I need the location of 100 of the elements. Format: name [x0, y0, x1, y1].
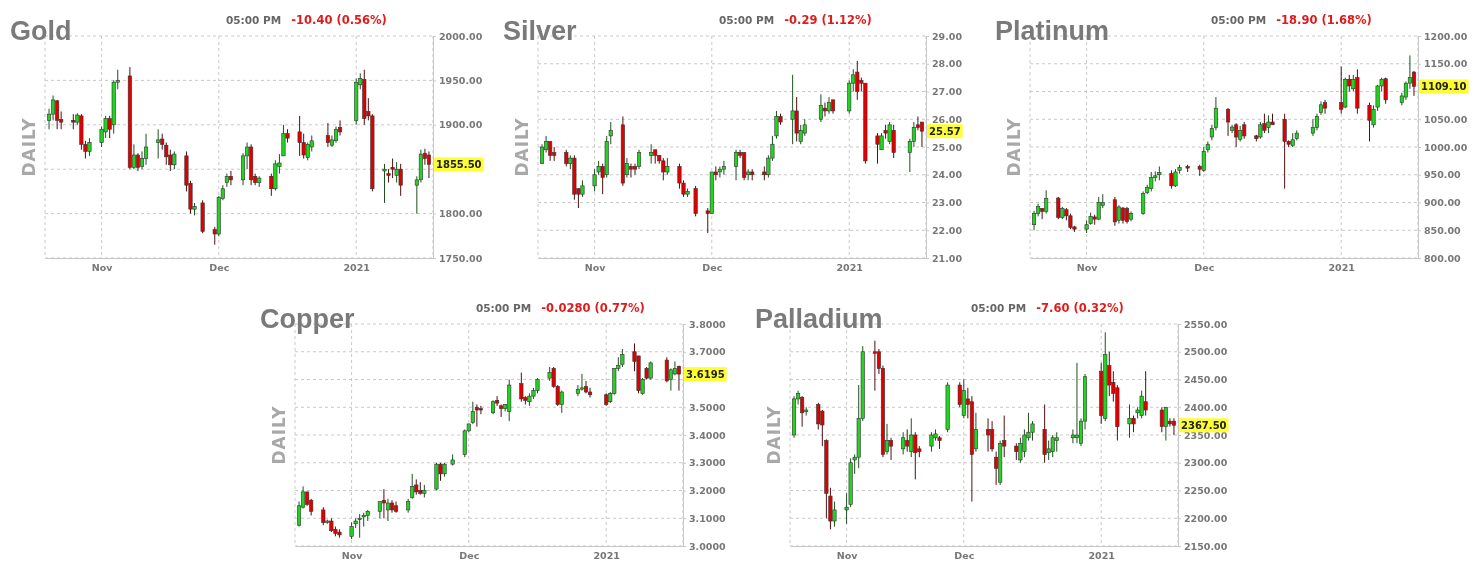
- y-tick-label: 1000.00: [1424, 141, 1468, 153]
- candlestick: [385, 498, 390, 522]
- candlestick: [1163, 406, 1168, 442]
- price-tag: 3.6195: [684, 367, 727, 382]
- candlestick: [1070, 428, 1075, 444]
- y-tick-label: 2300.00: [1184, 457, 1228, 469]
- candlestick: [1143, 370, 1148, 417]
- candlestick: [588, 387, 593, 399]
- candlestick: [637, 149, 642, 170]
- candlestick: [734, 149, 739, 181]
- y-tick-label: 24.00: [932, 169, 963, 181]
- candlestick: [909, 417, 914, 458]
- y-tick-label: 28.00: [932, 58, 963, 70]
- price-tag: 25.57: [927, 124, 963, 139]
- y-tick-label: 1150.00: [1424, 58, 1468, 70]
- y-tick-label: 2400.00: [1184, 401, 1228, 413]
- text: 05:00 PM: [719, 14, 775, 26]
- candlestick: [986, 417, 991, 453]
- chart-title: Silver: [503, 16, 578, 46]
- y-tick-label: 27.00: [932, 86, 963, 98]
- y-axis-title: DAILY: [512, 117, 532, 177]
- y-tick-label: 1200.00: [1424, 30, 1468, 42]
- candlestick: [816, 402, 821, 430]
- candlestick: [1171, 417, 1176, 436]
- candlestick: [325, 122, 330, 148]
- candlestick: [579, 373, 584, 392]
- candlestick: [891, 124, 896, 159]
- y-tick-label: 2250.00: [1184, 485, 1228, 497]
- x-tick-label: Dec: [954, 549, 975, 561]
- candlestick: [990, 420, 995, 453]
- x-tick-label: Nov: [1076, 261, 1099, 273]
- y-tick-label: 850.00: [1424, 224, 1462, 236]
- candlestick: [628, 163, 633, 179]
- candlestick: [1282, 113, 1287, 190]
- y-tick-label: 21.00: [932, 252, 963, 264]
- y-axis-title: DAILY: [269, 405, 289, 465]
- y-tick-label: 1050.00: [1424, 113, 1468, 125]
- x-tick-label: 2021: [1328, 261, 1355, 273]
- candlestick: [818, 93, 823, 123]
- candlestick: [224, 173, 229, 188]
- y-tick-label: 25.00: [932, 141, 963, 153]
- candlestick: [822, 102, 827, 117]
- text: 05:00 PM: [971, 302, 1027, 314]
- y-tick-label: 1750.00: [439, 252, 483, 264]
- y-tick-label: 900.00: [1424, 197, 1462, 209]
- candlestick: [790, 74, 795, 145]
- candlestick: [620, 348, 625, 368]
- y-axis-title: DAILY: [1004, 117, 1024, 177]
- candlestick: [1044, 189, 1049, 215]
- y-tick-label: 1950.00: [439, 74, 483, 86]
- y-tick-label: 3.5000: [689, 401, 727, 413]
- y-axis-title: DAILY: [764, 405, 784, 465]
- x-tick-label: Dec: [1194, 261, 1215, 273]
- candlestick: [1127, 403, 1132, 439]
- candlestick: [1310, 118, 1315, 137]
- x-tick-label: 2021: [836, 261, 863, 273]
- y-tick-label: 2550.00: [1184, 318, 1228, 330]
- y-tick-label: 3.3000: [689, 457, 727, 469]
- candlestick: [676, 365, 681, 392]
- y-tick-label: 2450.00: [1184, 374, 1228, 386]
- x-tick-label: Dec: [209, 261, 230, 273]
- x-tick-label: Nov: [584, 261, 607, 273]
- y-tick-label: 2200.00: [1184, 512, 1228, 524]
- candlestick: [872, 340, 877, 392]
- candlestick: [394, 161, 399, 184]
- x-tick-label: Nov: [341, 549, 364, 561]
- candlestick: [297, 115, 302, 157]
- candlestick: [875, 132, 880, 165]
- text: -0.0280 (0.77%): [541, 301, 645, 315]
- candlestick: [1159, 406, 1164, 433]
- candlestick: [478, 405, 483, 415]
- candlestick: [1112, 196, 1117, 227]
- x-tick-label: Nov: [836, 549, 859, 561]
- candlestick: [664, 356, 669, 383]
- candlestick: [1050, 434, 1055, 458]
- text: -7.60 (0.32%): [1036, 301, 1124, 315]
- text: 05:00 PM: [1211, 14, 1267, 26]
- price-tag: 1855.50: [434, 157, 484, 172]
- candlestick: [390, 158, 395, 179]
- x-tick-label: 2021: [1088, 549, 1115, 561]
- text: -18.90 (1.68%): [1276, 13, 1372, 27]
- candlestick: [144, 133, 149, 166]
- y-tick-label: 29.00: [932, 30, 963, 42]
- y-tick-label: 3.0000: [689, 540, 727, 552]
- y-tick-label: 3.8000: [689, 318, 727, 330]
- x-tick-label: Nov: [91, 261, 114, 273]
- y-tick-label: 950.00: [1424, 169, 1462, 181]
- candlestick: [382, 163, 387, 204]
- y-tick-label: 2000.00: [439, 30, 483, 42]
- y-tick-label: 23.00: [932, 197, 963, 209]
- candlestick: [905, 428, 910, 453]
- price-tag: 1109.10: [1419, 79, 1469, 94]
- chart-title: Gold: [10, 16, 72, 46]
- text: 05:00 PM: [476, 302, 532, 314]
- y-tick-label: 2500.00: [1184, 346, 1228, 358]
- price-tag: 2367.50: [1179, 418, 1229, 433]
- candlestick: [721, 160, 726, 176]
- x-tick-label: 2021: [343, 261, 370, 273]
- x-tick-label: Dec: [459, 549, 480, 561]
- candlestick: [426, 150, 431, 179]
